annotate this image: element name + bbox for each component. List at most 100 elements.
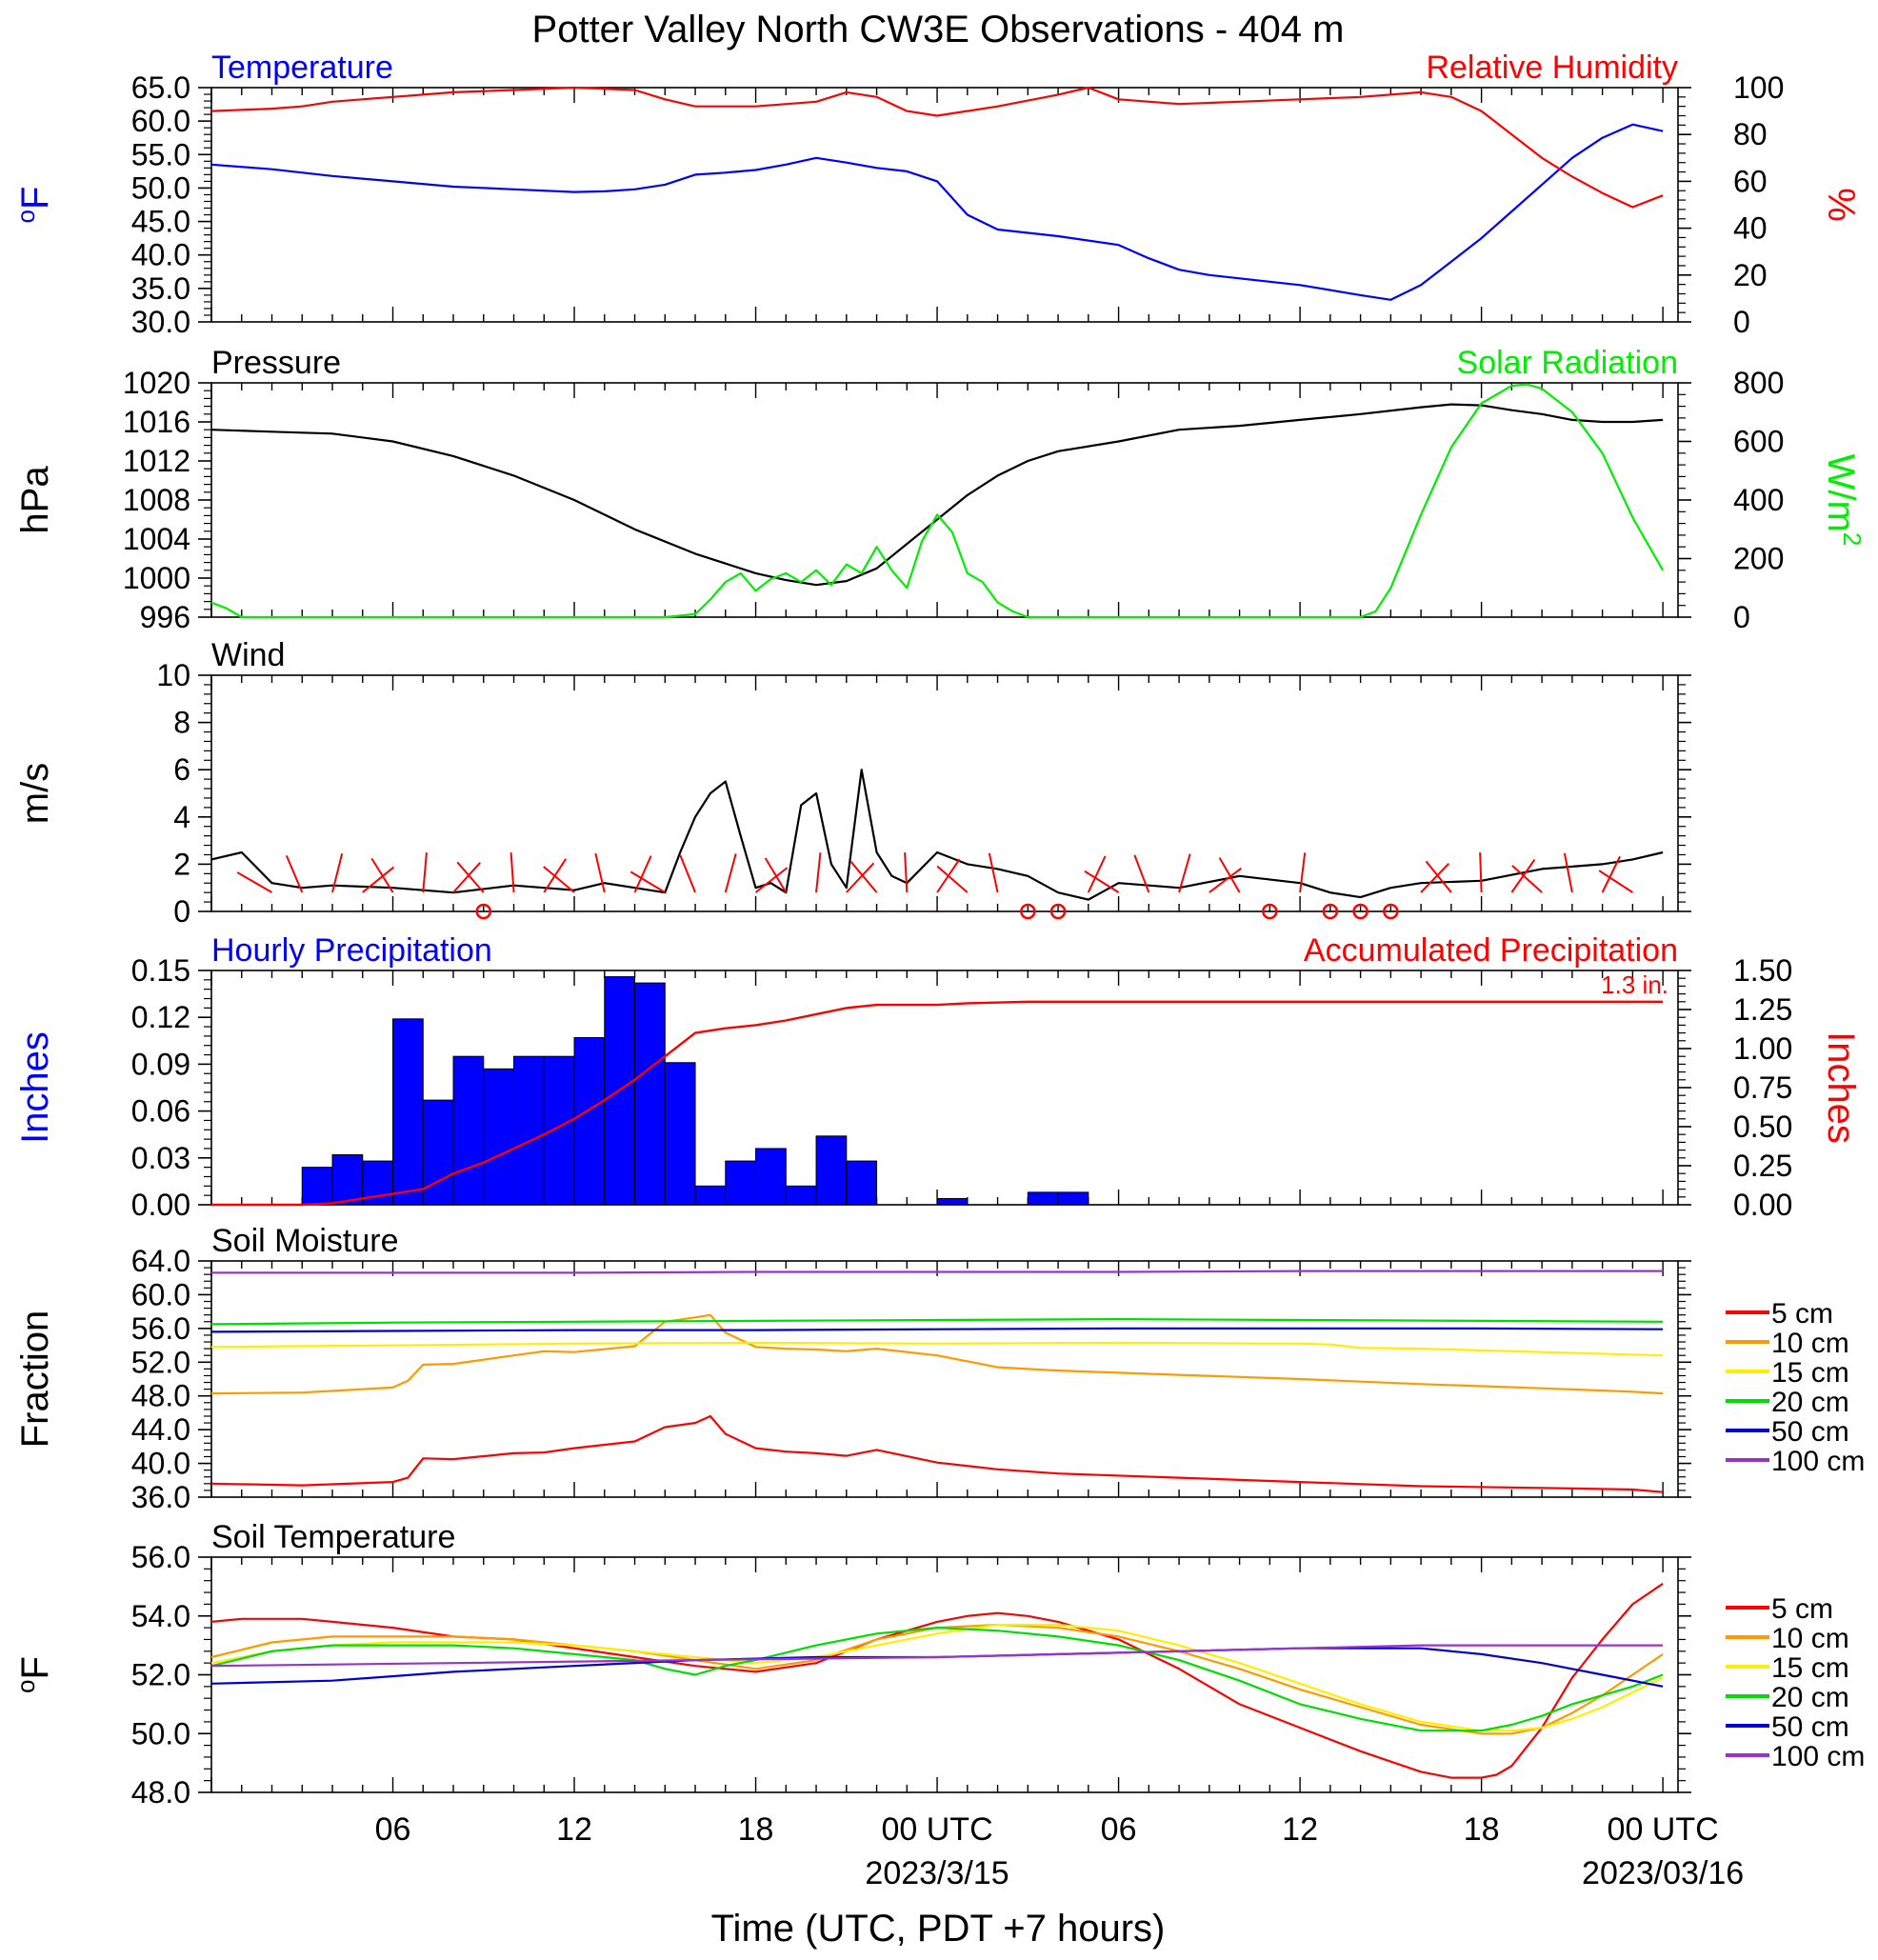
series-line-soil_moisture-0 xyxy=(210,1414,1664,1493)
wind-barb-12 xyxy=(633,855,652,893)
y-axis-label-right-pressure_solar: W/m2 xyxy=(1820,454,1867,547)
y-tick-label-left-0-6: 60.0 xyxy=(131,104,190,138)
y-tick-label-left-4-0: 36.0 xyxy=(131,1480,190,1514)
wind-barb-7 xyxy=(456,861,485,893)
wind-barb-32 xyxy=(1420,863,1449,893)
series-line-soil_temperature-0 xyxy=(210,1582,1664,1779)
y-tick-label-left-0-0: 30.0 xyxy=(131,305,190,339)
wind-calm-marker-0 xyxy=(475,903,492,920)
legend-label-soil_temperature-3: 20 cm xyxy=(1771,1682,1849,1713)
wind-barb-23 xyxy=(936,865,969,893)
y-tick-label-left-0-4: 50.0 xyxy=(131,170,190,205)
wind-barb-13 xyxy=(629,870,666,893)
y-tick-label-left-2-0: 0 xyxy=(173,894,190,929)
wind-barb-5 xyxy=(422,852,428,893)
y-tick-label-left-0-3: 45.0 xyxy=(131,205,190,239)
y-tick-label-left-1-6: 1020 xyxy=(123,366,190,400)
panel-title-left-precipitation: Hourly Precipitation xyxy=(211,932,492,969)
y-tick-label-left-0-1: 35.0 xyxy=(131,271,190,306)
y-tick-label-left-4-4: 52.0 xyxy=(131,1345,190,1379)
y-tick-label-left-4-7: 64.0 xyxy=(131,1244,190,1278)
y-tick-label-left-2-1: 2 xyxy=(173,847,190,881)
series-line-soil_temperature-4 xyxy=(210,1647,1664,1688)
y-tick-label-left-5-3: 54.0 xyxy=(131,1599,190,1633)
series-line-pressure_solar-1 xyxy=(210,383,1665,619)
y-axis-label-left-temperature_rh-main: F xyxy=(14,187,56,210)
wind-barb-16 xyxy=(754,867,789,893)
y-tick-label-right-0-0: 0 xyxy=(1733,305,1750,339)
accumulated-precip-annotation: 1.3 in. xyxy=(1601,970,1668,999)
y-tick-label-left-2-4: 8 xyxy=(173,706,190,740)
y-tick-label-right-0-2: 40 xyxy=(1733,211,1768,246)
y-tick-label-left-3-2: 0.06 xyxy=(131,1094,190,1129)
precip-bar-15 xyxy=(755,1148,787,1206)
wind-barb-11 xyxy=(594,852,606,893)
panel-title-left-wind: Wind xyxy=(211,637,285,673)
y-tick-label-left-0-7: 65.0 xyxy=(131,70,190,105)
y-axis-label-left-precipitation: Inches xyxy=(14,1031,56,1144)
y-tick-label-left-1-1: 1000 xyxy=(123,561,190,595)
panel-precipitation: Hourly Precipitation Accumulated Precipit… xyxy=(14,932,1862,1222)
y-tick-label-right-3-4: 1.00 xyxy=(1733,1031,1792,1066)
wind-barb-36 xyxy=(1511,865,1543,893)
precip-bar-4 xyxy=(422,1099,454,1206)
precip-bar-11 xyxy=(634,982,666,1206)
series-line-soil_temperature-1 xyxy=(210,1623,1664,1735)
wind-barb-18 xyxy=(815,852,822,893)
y-tick-label-right-1-1: 200 xyxy=(1733,542,1784,576)
panel-title-left-pressure_solar: Pressure xyxy=(211,345,341,381)
wind-barb-25 xyxy=(1087,855,1107,893)
wind-barb-27 xyxy=(1133,854,1150,893)
y-tick-label-left-4-6: 60.0 xyxy=(131,1277,190,1311)
wind-barb-17 xyxy=(764,857,788,893)
x-tick-label-6: 18 xyxy=(1464,1811,1500,1848)
legend-label-soil_temperature-5: 100 cm xyxy=(1771,1741,1865,1772)
panel-title-right-precipitation: Accumulated Precipitation xyxy=(1304,932,1678,969)
legend-label-soil_moisture-2: 15 cm xyxy=(1771,1357,1849,1389)
x-tick-label-1: 12 xyxy=(556,1811,592,1848)
wind-barb-8 xyxy=(509,852,515,893)
y-tick-label-left-3-3: 0.09 xyxy=(131,1047,190,1081)
precip-bar-8 xyxy=(543,1055,575,1206)
y-tick-label-right-3-1: 0.25 xyxy=(1733,1149,1792,1183)
precip-bar-13 xyxy=(694,1185,727,1206)
series-line-soil_moisture-4 xyxy=(210,1327,1664,1333)
wind-barb-21 xyxy=(904,852,909,893)
precip-bar-9 xyxy=(573,1037,606,1206)
y-tick-label-right-3-3: 0.75 xyxy=(1733,1070,1792,1105)
y-axis-label-left-soil_temperature-text: oF xyxy=(11,1656,56,1693)
panel-wind: Wind 0 2 4 6 8 10 m/s xyxy=(14,637,1691,929)
series-line-soil_temperature-3 xyxy=(210,1626,1664,1732)
precip-bar-0 xyxy=(301,1167,333,1206)
wind-barb-37 xyxy=(1563,852,1573,893)
y-axis-label-right-pressure_solar-main: W/m xyxy=(1820,454,1862,532)
panel-title-left-temperature_rh: Temperature xyxy=(211,50,393,86)
y-axis-label-right-pressure_solar-sup: 2 xyxy=(1838,532,1867,546)
plot-frame-1 xyxy=(210,382,1679,618)
wind-barb-30 xyxy=(1218,857,1241,893)
legend-label-soil_temperature-4: 50 cm xyxy=(1771,1711,1849,1743)
precip-bar-1 xyxy=(331,1154,364,1206)
y-axis-label-left-soil_moisture: Fraction xyxy=(14,1310,56,1449)
x-tick-label-4: 06 xyxy=(1101,1811,1137,1848)
panel-soil_temperature: Soil Temperature 48.0 50.0 52.0 54.0 56.0 oF 5 … xyxy=(11,1519,1865,1810)
y-axis-label-right-precipitation: Inches xyxy=(1820,1031,1862,1144)
y-tick-label-right-0-5: 100 xyxy=(1733,70,1784,105)
y-tick-label-left-2-3: 6 xyxy=(173,752,190,787)
x-tick-date-7: 2023/03/16 xyxy=(1582,1855,1744,1891)
panel-title-left-soil_moisture: Soil Moisture xyxy=(211,1223,399,1259)
y-tick-label-left-2-2: 4 xyxy=(173,800,190,834)
legend-label-soil_moisture-5: 100 cm xyxy=(1771,1446,1865,1477)
y-tick-label-left-3-5: 0.15 xyxy=(131,953,190,988)
wind-barb-19 xyxy=(846,862,875,893)
y-axis-label-left-wind: m/s xyxy=(14,763,56,824)
y-axis-label-right-pressure_solar-text: W/m2 xyxy=(1820,454,1867,547)
x-axis-label: Time (UTC, PDT +7 hours) xyxy=(711,1908,1166,1950)
wind-barb-14 xyxy=(679,854,696,893)
y-tick-label-left-2-5: 10 xyxy=(156,658,190,692)
y-tick-label-left-3-1: 0.03 xyxy=(131,1141,190,1175)
legend-label-soil_moisture-4: 50 cm xyxy=(1771,1416,1849,1448)
x-axis-ticks: 06 12 18 00 UTC 2023/3/15 06 12 18 00 UTC 2023/03… xyxy=(375,1811,1745,1891)
wind-barb-20 xyxy=(849,861,878,893)
